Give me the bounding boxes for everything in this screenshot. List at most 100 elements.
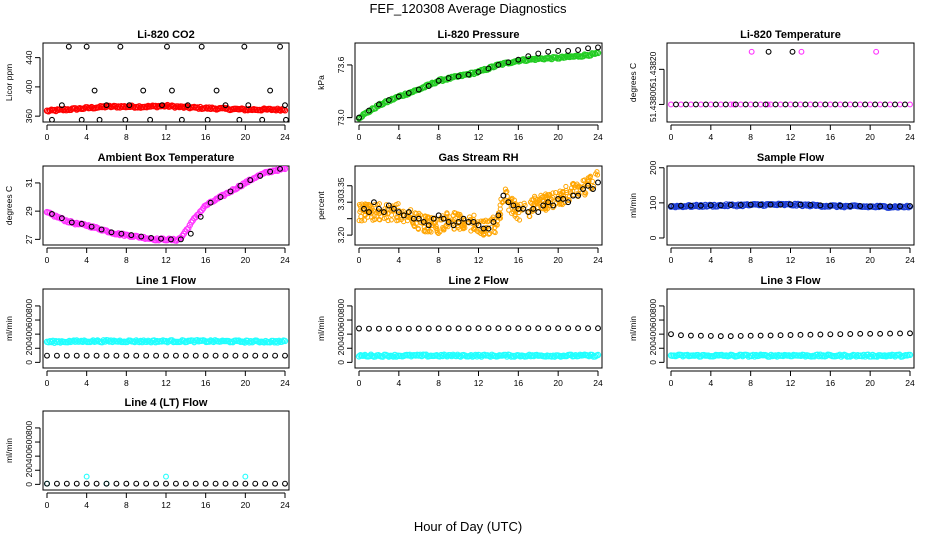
series-line3-1 [668,330,913,340]
y-tick-label: 800 [648,299,658,313]
x-tick-label: 8 [124,255,129,265]
data-point [832,101,839,108]
data-point [103,480,110,487]
x-tick-label: 4 [396,378,401,388]
data-point [170,103,177,110]
data-point [678,332,684,339]
data-point [425,325,432,332]
data-point [53,480,60,487]
data-point [594,169,600,175]
x-tick-label: 24 [280,255,290,265]
data-point [897,101,903,108]
y-tick-label: 0 [648,360,658,365]
data-point [405,90,412,96]
data-point [192,352,199,359]
plot-frame [42,165,290,246]
data-point [55,338,63,345]
data-point [887,203,894,210]
data-point [183,226,191,233]
data-point [79,338,86,346]
data-point [93,352,100,359]
x-tick-label: 24 [905,132,915,142]
data-point [117,43,124,50]
data-point [452,352,460,360]
data-point [797,101,804,108]
data-point [435,212,442,219]
data-point [108,229,115,236]
data-point [559,189,565,195]
x-tick-label: 16 [826,132,836,142]
data-point [827,331,834,338]
data-point [277,107,284,114]
panel-title: Line 3 Flow [761,275,821,287]
data-point [405,325,412,332]
data-point [131,338,138,346]
data-point [857,203,864,209]
data-point [717,101,724,108]
data-point [697,332,704,339]
data-point [847,331,854,337]
data-point [470,219,477,225]
data-point [147,116,154,122]
data-point [420,219,427,225]
data-point [515,325,522,332]
plot-area [43,337,289,359]
panel-pressure: Li-820 Pressure 0 4 8 12 16 20 24 73.0 73.6 kPa [316,29,603,142]
data-point [172,480,179,487]
plot-area [44,473,288,487]
data-point [126,102,133,109]
data-point [237,182,244,189]
x-tick-label: 20 [865,378,875,388]
data-point [737,332,744,339]
data-point [53,352,60,359]
data-point [837,101,844,108]
data-point [242,352,249,359]
y-axis-label: percent [316,191,326,220]
data-point [445,219,452,225]
plot-area [43,43,289,122]
data-point [272,107,280,114]
x-tick-label: 16 [514,132,524,142]
data-point [137,337,144,345]
data-point [282,102,288,109]
data-point [356,201,363,208]
data-point [163,473,169,480]
data-point [281,337,289,345]
y-tick-label: 100 [648,196,658,210]
data-point [594,351,602,359]
data-point [385,325,392,332]
data-point [525,325,532,332]
data-point [853,353,860,360]
data-point [762,101,769,108]
data-point [857,101,864,108]
data-point [737,202,744,208]
data-point [460,215,467,222]
series-box_temp-1 [49,166,283,243]
data-point [395,209,402,216]
data-point [375,205,382,212]
y-tick-label: 51.43820 [648,51,658,87]
data-point [425,229,431,235]
data-point [822,101,829,108]
data-point [103,352,110,359]
data-point [737,101,744,108]
data-point [486,231,492,237]
data-point [748,48,755,55]
data-point [385,202,392,209]
data-point [694,351,702,359]
data-point [422,213,428,219]
data-point [143,352,150,359]
data-point [747,201,754,208]
data-point [241,43,248,50]
panel-title: Li-820 Pressure [438,29,520,41]
data-point [800,351,808,359]
data-point [545,325,552,332]
data-point [440,215,447,222]
data-point [164,236,171,244]
y-tick-label: 200 [24,341,34,355]
x-tick-label: 12 [786,378,796,388]
data-point [857,330,864,337]
x-tick-label: 8 [124,500,129,510]
data-point [752,101,759,108]
data-point [58,215,65,222]
